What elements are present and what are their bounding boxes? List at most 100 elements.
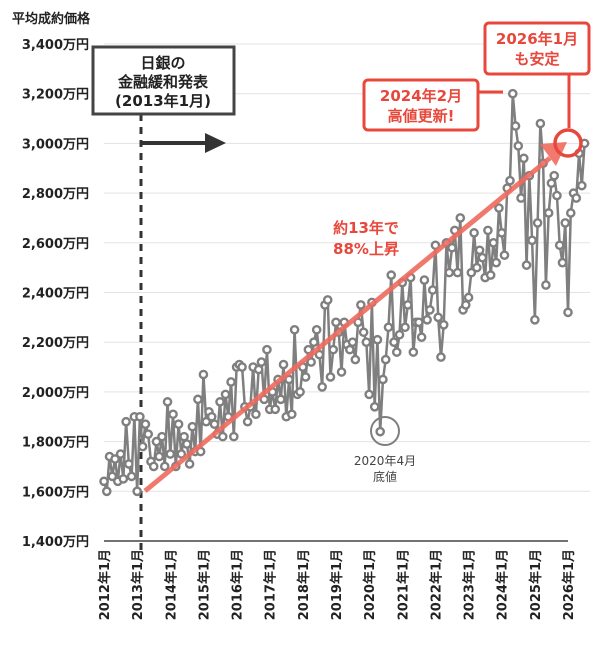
- data-point: [284, 374, 294, 385]
- x-tick-label: 2026年1月: [561, 549, 577, 620]
- x-tick-label: 2024年1月: [495, 549, 511, 620]
- x-tick-label: 2012年1月: [97, 549, 113, 620]
- data-point: [198, 369, 209, 380]
- data-point: [303, 344, 314, 355]
- data-point: [466, 267, 477, 278]
- data-point: [455, 213, 466, 223]
- data-point: [350, 354, 361, 365]
- data-point: [336, 367, 347, 377]
- data-point: [452, 267, 463, 278]
- x-tick-label: 2014年1月: [163, 549, 179, 620]
- data-point: [391, 347, 402, 357]
- data-point: [140, 419, 151, 430]
- data-point: [565, 208, 576, 218]
- data-point: [408, 347, 419, 357]
- right-arrow-icon: [140, 133, 226, 153]
- y-tick-label: 1,600万円: [22, 485, 89, 500]
- data-point: [331, 317, 341, 328]
- data-point: [563, 307, 573, 318]
- y-axis-ticks: 1,400万円 1,600万円 1,800万円 2,000万円 2,200万円 2,400…: [22, 38, 89, 550]
- data-point: [386, 270, 397, 280]
- data-point: [491, 257, 501, 268]
- data-point: [176, 449, 187, 459]
- x-tick-label: 2021年1月: [395, 549, 411, 620]
- y-tick-label: 2,000万円: [22, 386, 89, 401]
- y-tick-label: 3,000万円: [22, 137, 89, 152]
- data-point: [419, 275, 430, 285]
- data-point: [361, 337, 372, 348]
- data-point: [499, 250, 510, 261]
- x-tick-label: 2015年1月: [196, 549, 212, 620]
- data-point: [496, 228, 507, 238]
- data-point: [422, 315, 432, 325]
- data-point: [474, 245, 485, 256]
- data-point: [447, 242, 457, 253]
- data-point: [427, 285, 438, 295]
- data-point: [430, 240, 441, 251]
- bottom-highlight-circle: [370, 416, 400, 446]
- x-tick-label: 2017年1月: [263, 549, 279, 620]
- data-point: [220, 389, 231, 400]
- data-point: [463, 292, 474, 303]
- data-point: [425, 305, 435, 315]
- data-point: [206, 411, 217, 422]
- x-tick-label: 2025年1月: [528, 549, 544, 620]
- data-point: [306, 357, 316, 367]
- data-point: [275, 394, 286, 405]
- data-point: [433, 312, 443, 323]
- data-point: [215, 397, 225, 407]
- data-point: [369, 402, 380, 412]
- data-point: [510, 121, 521, 131]
- data-point: [400, 322, 410, 333]
- data-point: [118, 474, 129, 484]
- data-point: [394, 329, 405, 340]
- data-point: [557, 257, 568, 268]
- data-point: [162, 397, 173, 407]
- data-point: [270, 404, 281, 415]
- data-point: [148, 461, 159, 472]
- data-point: [143, 429, 153, 439]
- data-point: [552, 190, 562, 201]
- y-tick-label: 1,400万円: [22, 535, 89, 550]
- latest-line1: 2026年1月: [496, 30, 578, 48]
- boj-line1: 日銀の: [140, 54, 185, 72]
- data-point: [358, 327, 369, 338]
- y-tick-label: 2,200万円: [22, 336, 89, 351]
- data-point: [251, 409, 261, 420]
- data-point: [414, 317, 424, 328]
- x-tick-label: 2022年1月: [428, 549, 444, 620]
- x-tick-label: 2013年1月: [130, 549, 146, 620]
- boj-line2: 金融緩和発表: [117, 73, 209, 91]
- data-point: [242, 416, 253, 427]
- x-tick-label: 2023年1月: [462, 549, 478, 620]
- data-point: [209, 419, 220, 430]
- boj-line3: (2013年1月): [115, 92, 211, 110]
- data-point: [322, 295, 333, 305]
- data-point: [403, 300, 413, 310]
- data-point: [507, 88, 518, 99]
- data-point: [289, 324, 300, 335]
- data-point: [554, 240, 565, 251]
- data-point: [541, 280, 551, 290]
- x-tick-label: 2020年1月: [362, 549, 378, 620]
- data-point: [469, 228, 479, 238]
- data-point: [527, 235, 537, 246]
- bottom-label-line1: 2020年4月: [354, 454, 416, 468]
- data-point: [532, 218, 543, 228]
- data-point: [173, 419, 184, 430]
- trend-label-line1: 約13年で: [333, 219, 399, 237]
- data-point: [543, 208, 554, 218]
- data-point: [121, 416, 131, 427]
- data-point: [461, 300, 471, 310]
- x-tick-label: 2018年1月: [296, 549, 312, 620]
- peak-annotation: 2024年2月 高値更新!: [362, 78, 503, 132]
- data-point: [237, 362, 247, 372]
- data-point: [182, 439, 192, 449]
- data-point: [253, 364, 264, 375]
- data-point: [226, 377, 236, 387]
- data-point: [494, 203, 504, 213]
- data-point: [99, 476, 109, 487]
- data-point: [378, 374, 388, 385]
- x-axis-ticks: 2012年1月 2013年1月 2014年1月 2015年1月 2016年1月 2017年…: [97, 549, 577, 620]
- data-point: [516, 193, 526, 203]
